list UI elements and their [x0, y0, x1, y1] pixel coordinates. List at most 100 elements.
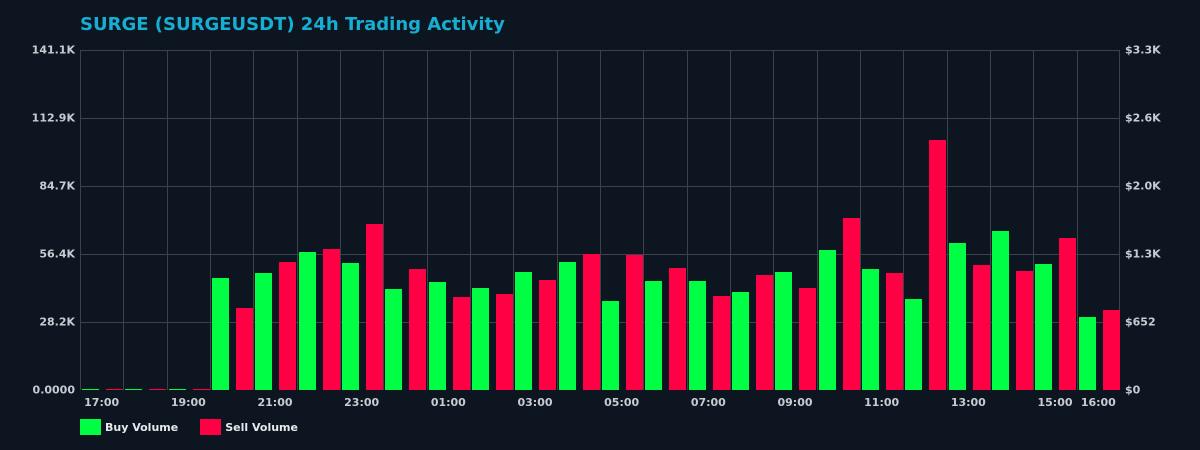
sell-volume-bar[interactable]: [799, 288, 817, 390]
v-gridline: [643, 50, 645, 390]
sell-volume-bar[interactable]: [582, 254, 600, 390]
buy-volume-bar[interactable]: [645, 281, 663, 390]
buy-volume-bar[interactable]: [1035, 263, 1053, 390]
left-y-tick: 0.0000: [32, 383, 75, 397]
v-gridline: [1076, 50, 1078, 390]
v-gridline: [903, 50, 905, 390]
sell-swatch-icon: [200, 419, 222, 435]
sell-volume-bar[interactable]: [1102, 310, 1120, 390]
x-tick-label: 13:00: [950, 396, 986, 409]
buy-volume-bar[interactable]: [168, 389, 186, 390]
v-gridline: [990, 50, 991, 390]
sell-volume-bar[interactable]: [842, 217, 860, 390]
sell-volume-bar[interactable]: [452, 297, 470, 390]
buy-volume-bar[interactable]: [472, 288, 489, 390]
v-gridline: [556, 50, 558, 390]
legend-label-sell: Sell Volume: [225, 420, 298, 434]
x-tick-label: 03:00: [517, 396, 553, 409]
v-gridline: [513, 50, 515, 390]
right-y-tick: $0: [1125, 383, 1141, 397]
v-gridline: [296, 50, 298, 390]
sell-volume-bar[interactable]: [626, 255, 643, 390]
left-y-tick: 28.2K: [39, 315, 75, 329]
v-gridline: [426, 50, 428, 390]
x-tick-label: 01:00: [430, 396, 466, 409]
buy-volume-bar[interactable]: [948, 243, 966, 390]
left-y-tick: 141.1K: [31, 43, 75, 57]
sell-volume-bar[interactable]: [712, 296, 730, 390]
legend-label-buy: Buy Volume: [105, 420, 179, 434]
buy-volume-bar[interactable]: [992, 230, 1009, 390]
sell-volume-bar[interactable]: [972, 264, 990, 390]
x-tick-label: 16:00: [1080, 396, 1116, 409]
v-gridline: [773, 50, 775, 390]
buy-volume-bar[interactable]: [905, 298, 923, 390]
v-gridline: [860, 50, 861, 390]
sell-volume-bar[interactable]: [1016, 270, 1033, 390]
right-y-tick: $1.3K: [1125, 247, 1161, 261]
v-gridline: [946, 50, 948, 390]
buy-volume-bar[interactable]: [515, 271, 533, 390]
v-gridline: [123, 50, 125, 390]
v-gridline: [383, 50, 385, 390]
sell-volume-bar[interactable]: [279, 262, 297, 390]
chart-title: SURGE (SURGEUSDT) 24h Trading Activity: [80, 14, 505, 35]
left-y-tick: 56.4K: [39, 247, 75, 261]
buy-volume-bar[interactable]: [428, 282, 446, 390]
v-gridline: [166, 50, 168, 390]
sell-volume-bar[interactable]: [929, 139, 947, 390]
legend: Buy Volume Sell Volume: [80, 419, 298, 435]
x-tick-label: 11:00: [864, 396, 900, 409]
x-tick-label: 07:00: [690, 396, 726, 409]
buy-volume-bar[interactable]: [602, 301, 619, 390]
v-gridline: [340, 50, 341, 390]
legend-item-sell[interactable]: Sell Volume: [200, 419, 298, 435]
sell-volume-bar[interactable]: [366, 223, 383, 390]
sell-volume-bar[interactable]: [409, 269, 427, 390]
sell-volume-bar[interactable]: [236, 308, 253, 390]
v-gridline: [470, 50, 471, 390]
buy-volume-bar[interactable]: [862, 269, 879, 390]
v-gridline: [1033, 50, 1035, 390]
buy-volume-bar[interactable]: [732, 291, 749, 390]
right-y-tick: $2.6K: [1125, 111, 1161, 125]
sell-volume-bar[interactable]: [192, 389, 210, 390]
buy-swatch-icon: [80, 419, 101, 435]
x-tick-label: 09:00: [777, 396, 813, 409]
v-gridline: [816, 50, 818, 390]
plot-area: [80, 50, 1120, 390]
right-y-tick: $652: [1125, 315, 1156, 329]
buy-volume-bar[interactable]: [125, 389, 143, 390]
v-gridline: [730, 50, 731, 390]
sell-volume-bar[interactable]: [1059, 237, 1077, 390]
buy-volume-bar[interactable]: [385, 289, 403, 390]
left-y-tick: 84.7K: [39, 179, 75, 193]
buy-volume-bar[interactable]: [818, 250, 836, 390]
v-gridline: [600, 50, 601, 390]
buy-volume-bar[interactable]: [212, 277, 229, 390]
legend-item-buy[interactable]: Buy Volume: [80, 419, 178, 435]
sell-volume-bar[interactable]: [322, 249, 340, 390]
sell-volume-bar[interactable]: [496, 294, 513, 390]
x-tick-label: 05:00: [604, 396, 640, 409]
buy-volume-bar[interactable]: [1078, 317, 1096, 390]
buy-volume-bar[interactable]: [688, 281, 706, 390]
x-tick-label: 19:00: [170, 396, 206, 409]
right-y-tick: $2.0K: [1125, 179, 1161, 193]
right-y-tick: $3.3K: [1125, 43, 1161, 57]
sell-volume-bar[interactable]: [756, 275, 773, 390]
sell-volume-bar[interactable]: [106, 389, 123, 390]
x-tick-label: 17:00: [84, 396, 120, 409]
buy-volume-bar[interactable]: [255, 272, 273, 390]
sell-volume-bar[interactable]: [539, 280, 557, 390]
sell-volume-bar[interactable]: [886, 272, 903, 390]
buy-volume-bar[interactable]: [82, 389, 99, 390]
buy-volume-bar[interactable]: [558, 262, 576, 390]
buy-volume-bar[interactable]: [298, 251, 316, 390]
buy-volume-bar[interactable]: [775, 271, 793, 390]
buy-volume-bar[interactable]: [342, 263, 359, 390]
x-tick-label: 15:00: [1037, 396, 1073, 409]
sell-volume-bar[interactable]: [669, 268, 687, 390]
v-gridline: [686, 50, 688, 390]
sell-volume-bar[interactable]: [149, 389, 167, 390]
